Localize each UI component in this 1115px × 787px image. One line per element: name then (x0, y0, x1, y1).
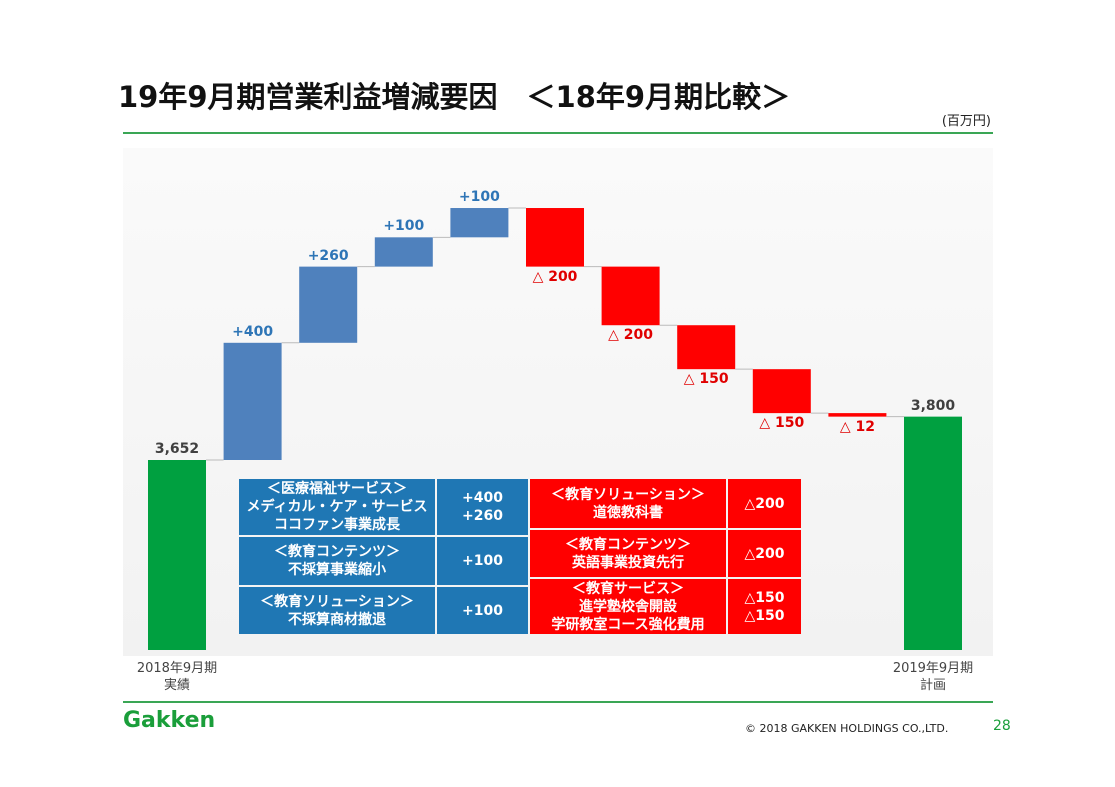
title: 19年9月期営業利益増減要因 ＜18年9月期比較＞ (118, 80, 791, 114)
bar (148, 460, 206, 650)
table-label: ＜教育ソリューション＞ 道徳教科書 (530, 479, 726, 528)
bar (904, 416, 962, 650)
data-label: △ 12 (839, 418, 875, 435)
data-label: +100 (458, 189, 500, 206)
table-value: +100 (437, 587, 528, 634)
table-row: ＜教育コンテンツ＞ 英語事業投資先行 △200 (530, 530, 801, 577)
x-tick-label: 2019年9月期 計画 (892, 661, 974, 693)
table-label: ＜教育ソリューション＞ 不採算商材撤退 (239, 587, 435, 634)
bar (752, 369, 811, 414)
table-label: ＜医療福祉サービス＞ メディカル・ケア・サービス ココファン事業成長 (239, 479, 435, 535)
table-value: △200 (728, 530, 801, 577)
bar (374, 237, 433, 267)
title-rule (123, 132, 993, 134)
data-label: △ 150 (759, 415, 805, 432)
table-row: ＜教育コンテンツ＞ 不採算事業縮小 +100 (239, 537, 528, 585)
table: ＜医療福祉サービス＞ メディカル・ケア・サービス ココファン事業成長 +400 +… (239, 479, 528, 636)
data-label: 3,800 (910, 397, 956, 414)
data-label: 3,652 (154, 441, 200, 457)
page-number: 28 (993, 718, 1011, 734)
bar (450, 208, 509, 238)
table-label: ＜教育コンテンツ＞ 不採算事業縮小 (239, 537, 435, 585)
footer-rule (123, 701, 993, 703)
bar (828, 413, 887, 417)
table: ＜教育ソリューション＞ 道徳教科書 △200 ＜教育コンテンツ＞ 英語事業投資先行 △… (530, 479, 801, 636)
bar (299, 266, 358, 343)
table-label: ＜教育サービス＞ 進学塾校舎開設 学研教室コース強化費用 (530, 579, 726, 634)
logo: Gakken (123, 708, 216, 733)
bar (677, 325, 736, 370)
data-label: △ 150 (683, 371, 729, 388)
copyright: © 2018 GAKKEN HOLDINGS CO.,LTD. (745, 722, 949, 735)
table-row: ＜教育サービス＞ 進学塾校舎開設 学研教室コース強化費用 △150 △150 (530, 579, 801, 634)
table-row: ＜医療福祉サービス＞ メディカル・ケア・サービス ココファン事業成長 +400 +… (239, 479, 528, 535)
bar (223, 342, 282, 460)
table-row: ＜教育ソリューション＞ 道徳教科書 △200 (530, 479, 801, 528)
data-label: △ 200 (532, 268, 578, 285)
table-value: +400 +260 (437, 479, 528, 535)
data-label: +400 (232, 323, 274, 340)
data-label: △ 200 (608, 327, 654, 344)
bar (526, 208, 584, 267)
unit: (百万円) (941, 114, 991, 129)
table-label: ＜教育コンテンツ＞ 英語事業投資先行 (530, 530, 726, 577)
x-tick-label: 2018年9月期 実績 (136, 661, 218, 693)
data-label: +100 (383, 218, 425, 235)
data-label: +260 (307, 247, 349, 264)
table-value: △200 (728, 479, 801, 528)
table-value: △150 △150 (728, 579, 801, 634)
table-row: ＜教育ソリューション＞ 不採算商材撤退 +100 (239, 587, 528, 634)
bar (601, 266, 660, 326)
table-value: +100 (437, 537, 528, 585)
